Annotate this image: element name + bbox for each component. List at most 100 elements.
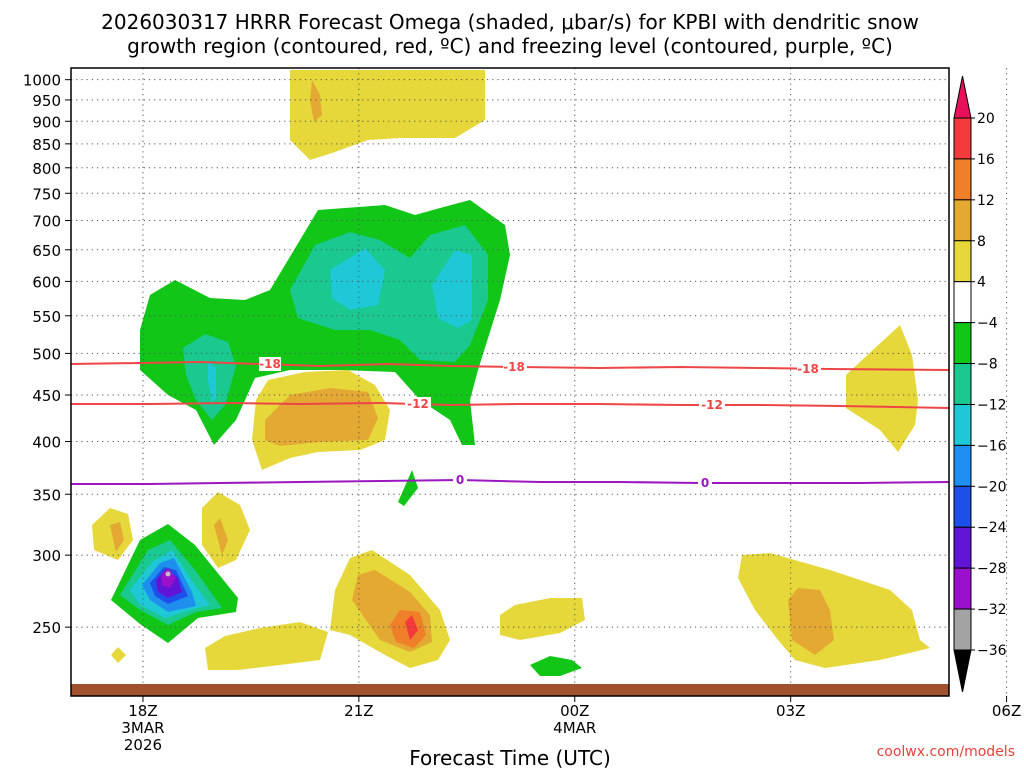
colorbar-label: 4 (977, 275, 986, 291)
contour-label-dendritic-top-3: -18 (797, 362, 821, 376)
colorbar-swatch (953, 158, 972, 201)
grid-lines (71, 68, 1008, 696)
omega-region-orange-low-left-2 (214, 518, 228, 555)
svg-text:-18: -18 (259, 357, 281, 371)
omega-region-yellow-low-mid (500, 598, 585, 640)
y-tick-label: 850 (32, 136, 61, 154)
y-tick-label: 250 (32, 619, 61, 637)
colorbar-label: −20 (977, 479, 1007, 495)
omega-region-core-low-left (165, 571, 171, 577)
colorbar-swatch (953, 281, 972, 324)
colorbar-label: 16 (977, 152, 995, 168)
x-axis-ticks: 18Z3MAR202621Z00Z4MAR03Z06Z09Z (121, 696, 1021, 754)
contour-label-dendritic-top-2: -18 (503, 360, 527, 374)
colorbar-label: 8 (977, 234, 986, 250)
omega-region-purple-low-left (161, 568, 176, 588)
colorbar-label: −32 (977, 602, 1007, 618)
omega-region-cyan-1 (330, 248, 385, 310)
contour-line-dendritic-top (70, 360, 950, 371)
contour-label-dendritic-bottom-2: -12 (699, 398, 725, 412)
omega-region-yellow-low-left-2 (202, 492, 250, 568)
colorbar-label: −24 (977, 520, 1007, 536)
colorbar-swatch (953, 322, 972, 365)
omega-region-yellow-upper (290, 70, 485, 160)
colorbar-swatch (953, 403, 972, 446)
contour-label-freezing-1: 0 (453, 473, 467, 487)
colorbar-top-arrow (953, 75, 972, 119)
plot-frame (70, 67, 950, 697)
omega-region-green-low-mid (530, 656, 582, 676)
colorbar-label: −16 (977, 438, 1007, 454)
x-tick-label: 3MAR (121, 719, 164, 737)
omega-region-teal-mid (290, 225, 488, 362)
x-tick-label: 00Z (560, 702, 589, 720)
omega-region-green-small (398, 470, 418, 506)
x-tick-label: 21Z (344, 702, 373, 720)
colorbar-label: −4 (977, 316, 998, 332)
colorbar-label: −36 (977, 643, 1007, 659)
contour-label-dendritic-top-1: -18 (259, 357, 281, 371)
x-tick-label: 06Z (992, 702, 1021, 720)
svg-text:-18: -18 (503, 360, 525, 374)
omega-region-orange-low-left-1 (110, 522, 124, 552)
omega-region-yellow-tiny (111, 647, 126, 663)
colorbar: 20 16 12 8 4 −4 −8 −12 −16 −20 −24 −28 −32 −36 (953, 75, 1007, 693)
colorbar-swatch (953, 240, 972, 283)
contour-label-freezing-2: 0 (698, 476, 712, 490)
colorbar-label: −8 (977, 357, 998, 373)
x-axis-label: Forecast Time (UTC) (409, 746, 611, 768)
colorbar-swatch (953, 608, 972, 651)
y-tick-label: 600 (32, 273, 61, 291)
x-tick-label: 2026 (124, 736, 162, 754)
colorbar-swatch (953, 485, 972, 528)
svg-text:-12: -12 (701, 398, 723, 412)
y-tick-label: 700 (32, 213, 61, 231)
y-axis-ticks: 250 300 350 400 450 500 550 600 650 700 750 800 850 9… (23, 72, 71, 637)
colorbar-swatch (953, 199, 972, 242)
svg-text:-12: -12 (407, 397, 429, 411)
y-tick-label: 300 (32, 547, 61, 565)
omega-region-red-low-center (405, 615, 418, 640)
colorbar-swatch (953, 567, 972, 610)
omega-region-yellow-low-left-3 (205, 622, 328, 670)
svg-text:0: 0 (456, 473, 464, 487)
colorbar-label: −12 (977, 397, 1007, 413)
colorbar-swatch (953, 444, 972, 487)
x-tick-label: 18Z (128, 702, 157, 720)
omega-region-cyan-2 (432, 250, 472, 328)
credit-text: coolwx.com/models (877, 744, 1015, 760)
y-tick-label: 650 (32, 242, 61, 260)
chart-title-line-1: 2026030317 HRRR Forecast Omega (shaded, … (101, 10, 919, 34)
y-tick-label: 900 (32, 113, 61, 131)
omega-region-orange-upper (310, 80, 322, 122)
omega-region-yellow-low-right (738, 553, 930, 668)
colorbar-swatch (953, 363, 972, 405)
colorbar-label: 12 (977, 193, 995, 209)
colorbar-swatch (953, 526, 972, 569)
colorbar-label: 20 (977, 111, 995, 127)
svg-text:-18: -18 (797, 362, 819, 376)
contour-line-dendritic-bottom (71, 401, 950, 409)
chart-title-line-2: growth region (contoured, red, ºC) and f… (127, 34, 893, 58)
y-tick-label: 1000 (23, 72, 61, 90)
y-tick-label: 950 (32, 92, 61, 110)
colorbar-bottom-arrow (953, 649, 972, 693)
colorbar-label: −28 (977, 561, 1007, 577)
contour-line-freezing-level (71, 478, 950, 485)
y-tick-label: 550 (32, 308, 61, 326)
y-tick-label: 800 (32, 160, 61, 178)
x-tick-label: 03Z (776, 702, 805, 720)
y-tick-label: 450 (32, 387, 61, 405)
y-tick-label: 400 (32, 434, 61, 452)
svg-text:0: 0 (701, 476, 709, 490)
x-tick-label: 4MAR (553, 719, 596, 737)
y-tick-label: 750 (32, 185, 61, 203)
omega-region-cyan-left (208, 362, 216, 402)
contour-label-dendritic-bottom-1: -12 (405, 397, 431, 411)
omega-region-orange-low-right (788, 588, 834, 655)
ground-surface (71, 684, 949, 696)
y-tick-label: 350 (32, 486, 61, 504)
temperature-contours: -18 -18 -18 -12 -12 0 0 (70, 357, 950, 490)
omega-region-yellow-right-upper (846, 325, 918, 452)
